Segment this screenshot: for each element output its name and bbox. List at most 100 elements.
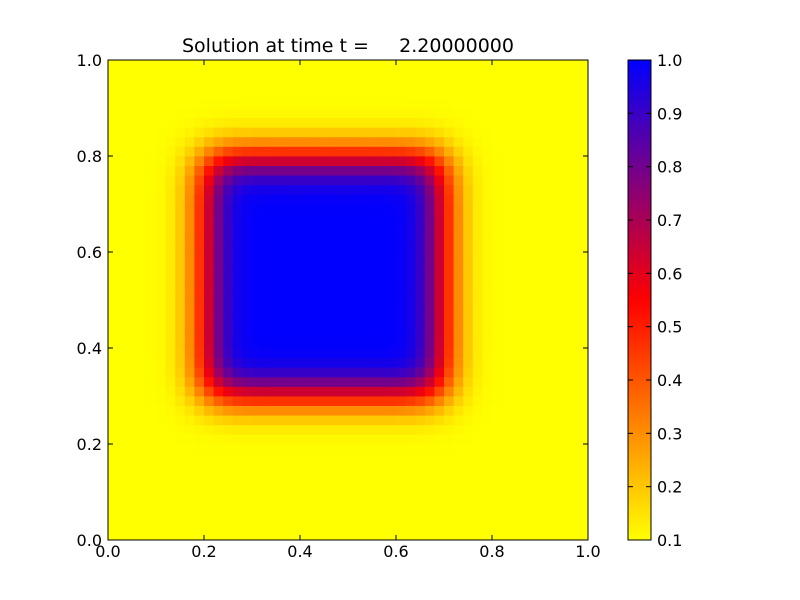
heatmap-cell [540, 290, 550, 301]
heatmap-cell [511, 444, 522, 454]
heatmap-cell [367, 501, 378, 512]
heatmap-cell [386, 204, 397, 214]
heatmap-cell [252, 482, 262, 493]
heatmap-cell [559, 136, 570, 147]
heatmap-cell [415, 136, 426, 147]
heatmap-cell [540, 146, 550, 157]
heatmap-cell [357, 252, 368, 262]
heatmap-cell [444, 156, 454, 166]
heatmap-cell [434, 252, 445, 262]
heatmap-cell [280, 376, 291, 387]
heatmap-cell [136, 300, 147, 310]
heatmap-cell [376, 242, 387, 253]
heatmap-cell [415, 79, 426, 90]
heatmap-cell [156, 463, 166, 474]
heatmap-cell [184, 367, 195, 378]
heatmap-cell [271, 492, 282, 502]
heatmap-cell [376, 511, 387, 522]
heatmap-cell [146, 146, 157, 157]
heatmap-cell [463, 309, 474, 320]
heatmap-cell [520, 482, 531, 493]
heatmap-cell [530, 444, 541, 454]
heatmap-cell [309, 367, 320, 378]
heatmap-cell [530, 127, 541, 138]
heatmap-cell [434, 367, 445, 378]
heatmap-cell [578, 511, 589, 522]
heatmap-cell [165, 328, 176, 339]
heatmap-cell [242, 530, 253, 541]
heatmap-cell [280, 405, 291, 416]
heatmap-cell [549, 472, 560, 483]
heatmap-cell [376, 319, 387, 330]
heatmap-cell [578, 79, 589, 90]
heatmap-cell [530, 271, 541, 282]
heatmap-cell [242, 376, 253, 387]
heatmap-cell [194, 338, 205, 349]
heatmap-cell [424, 482, 435, 493]
heatmap-cell [146, 396, 157, 406]
heatmap-cell [280, 520, 291, 531]
heatmap-cell [578, 165, 589, 176]
heatmap-cell [232, 290, 243, 301]
heatmap-cell [482, 280, 493, 291]
heatmap-cell [482, 127, 493, 138]
heatmap-cell [319, 434, 330, 445]
heatmap-cell [396, 127, 406, 138]
heatmap-cell [280, 175, 291, 186]
heatmap-cell [434, 396, 445, 406]
heatmap-cell [540, 348, 550, 358]
heatmap-cell [223, 415, 234, 426]
heatmap-cell [300, 300, 310, 310]
heatmap-cell [146, 367, 157, 378]
heatmap-cell [328, 60, 339, 70]
heatmap-cell [290, 405, 301, 416]
heatmap-cell [146, 463, 157, 474]
heatmap-cell [117, 252, 128, 262]
heatmap-cell [492, 482, 502, 493]
heatmap-cell [175, 223, 186, 234]
heatmap-cell [578, 184, 589, 195]
heatmap-cell [319, 453, 330, 464]
heatmap-cell [472, 252, 483, 262]
heatmap-cell [252, 472, 262, 483]
heatmap-cell [127, 376, 138, 387]
heatmap-cell [300, 156, 310, 166]
heatmap-cell [184, 290, 195, 301]
heatmap-cell [568, 338, 579, 349]
heatmap-cell [424, 367, 435, 378]
heatmap-cell [492, 415, 502, 426]
heatmap-cell [204, 348, 214, 358]
heatmap-cell [492, 175, 502, 186]
heatmap-cell [482, 194, 493, 205]
heatmap-cell [424, 204, 435, 214]
heatmap-cell [175, 136, 186, 147]
heatmap-cell [578, 501, 589, 512]
heatmap-cell [328, 242, 339, 253]
heatmap-cell [578, 357, 589, 368]
heatmap-cell [290, 204, 301, 214]
heatmap-cell [300, 127, 310, 138]
heatmap-cell [328, 300, 339, 310]
heatmap-cell [271, 424, 282, 435]
heatmap-cell [424, 415, 435, 426]
heatmap-cell [415, 146, 426, 157]
heatmap-cell [482, 175, 493, 186]
heatmap-cell [492, 357, 502, 368]
heatmap-cell [492, 405, 502, 416]
heatmap-cell [280, 357, 291, 368]
heatmap-cell [501, 165, 512, 176]
heatmap-cell [117, 386, 128, 397]
heatmap-cell [348, 511, 358, 522]
heatmap-cell [492, 223, 502, 234]
heatmap-cell [405, 376, 416, 387]
heatmap-cell [194, 434, 205, 445]
heatmap-cell [357, 261, 368, 272]
heatmap-cell [108, 271, 118, 282]
heatmap-cell [357, 367, 368, 378]
heatmap-cell [184, 79, 195, 90]
heatmap-cell [568, 213, 579, 224]
heatmap-cell [319, 520, 330, 531]
heatmap-cell [348, 501, 358, 512]
heatmap-cell [223, 117, 234, 128]
heatmap-cell [444, 319, 454, 330]
